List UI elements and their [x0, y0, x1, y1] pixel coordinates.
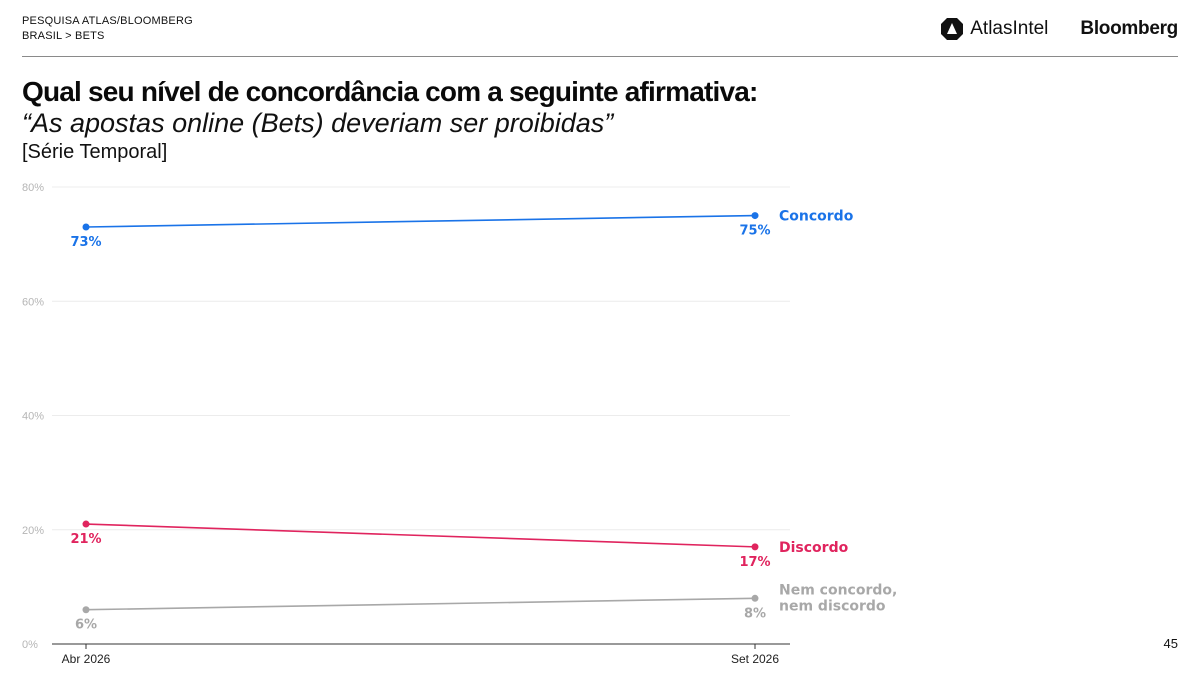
series-name-label: Concordo	[779, 209, 854, 225]
x-tick-label: Set 2026	[731, 652, 779, 666]
data-label: 6%	[75, 618, 97, 633]
data-point	[751, 594, 759, 602]
data-label: 73%	[70, 235, 101, 250]
data-label: 21%	[70, 532, 101, 547]
data-point	[751, 212, 759, 220]
series-line	[85, 523, 756, 548]
y-tick-label: 60%	[22, 296, 44, 308]
y-tick-label: 0%	[22, 639, 38, 651]
series-line	[85, 597, 756, 611]
series-name-label: Nem concordo,	[779, 582, 897, 598]
atlas-octagon-icon	[941, 18, 964, 40]
series-1: 21% 17% Discordo	[70, 520, 849, 570]
logo-bar: AtlasIntel Bloomberg	[940, 14, 1178, 44]
header-divider	[22, 56, 1178, 57]
series-name-label: nem discordo	[779, 598, 886, 614]
data-point	[82, 223, 90, 231]
y-tick-label: 20%	[22, 525, 44, 537]
chart-series: 73% 75% Concordo 21% 17% Discordo 6% 8% Nem conc…	[70, 209, 897, 633]
atlasintel-logo: AtlasIntel	[940, 17, 1048, 41]
chart-subtitle: “As apostas online (Bets) deveriam ser p…	[22, 108, 614, 138]
data-label: 75%	[739, 224, 770, 239]
series-2: 6% 8% Nem concordo,nem discordo	[75, 582, 897, 632]
chart-title: Qual seu nível de concordância com a seg…	[22, 76, 758, 107]
x-tick-label: Abr 2026	[62, 652, 111, 666]
page-number: 45	[1163, 636, 1178, 651]
series-name-label: Discordo	[779, 540, 849, 556]
data-label: 8%	[744, 606, 766, 621]
series-line	[85, 214, 756, 228]
data-label: 17%	[739, 555, 770, 570]
atlasintel-logo-text: AtlasIntel	[970, 18, 1049, 39]
chart-grid	[52, 186, 790, 531]
bloomberg-logo: Bloomberg	[1080, 18, 1178, 39]
y-tick-label: 40%	[22, 411, 44, 423]
series-type-tag: [Série Temporal]	[22, 141, 168, 163]
survey-header: PESQUISA ATLAS/BLOOMBERG BRASIL > BETS	[22, 14, 193, 44]
data-point	[82, 520, 90, 528]
chart-axes: 0% 20% 40% 60% 80% Abr 2026 Set 2026	[22, 182, 790, 666]
y-tick-label: 80%	[22, 182, 44, 194]
data-point	[751, 543, 759, 551]
data-point	[82, 606, 90, 614]
breadcrumb: BRASIL > BETS	[22, 30, 105, 42]
series-0: 73% 75% Concordo	[70, 209, 853, 250]
survey-source: PESQUISA ATLAS/BLOOMBERG	[22, 15, 193, 27]
